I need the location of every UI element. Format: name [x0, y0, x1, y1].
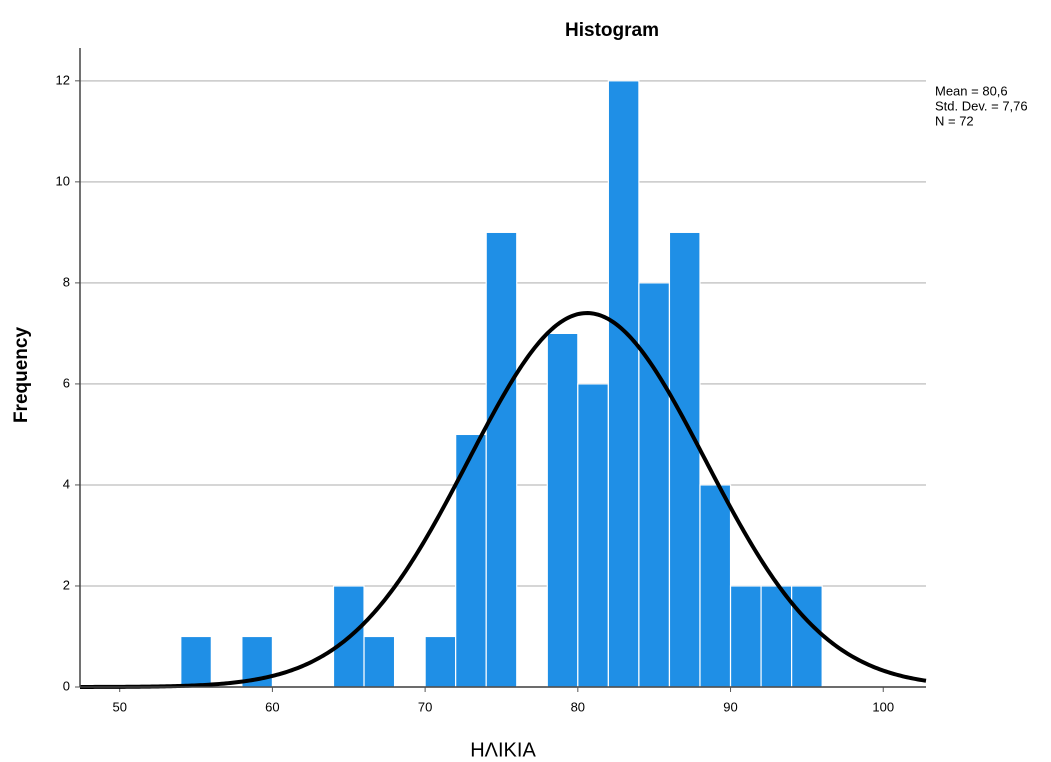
x-tick-label: 50	[112, 699, 126, 714]
bar	[485, 231, 518, 688]
bar	[607, 80, 640, 688]
stats-label: Std. Dev. = 7,76	[935, 98, 1028, 113]
x-tick-label: 100	[872, 699, 894, 714]
bar	[760, 585, 793, 688]
bar	[791, 585, 823, 688]
x-tick-label: 60	[265, 699, 279, 714]
y-tick-label: 0	[63, 678, 70, 693]
y-tick-label: 10	[56, 173, 70, 188]
y-tick-label: 8	[63, 274, 70, 289]
bar	[729, 585, 762, 688]
x-tick-label: 80	[571, 699, 585, 714]
bar	[546, 332, 579, 688]
x-tick-label: 90	[723, 699, 737, 714]
x-axis-label: ΗΛΙΚΙΑ	[470, 739, 536, 761]
y-tick-label: 6	[63, 375, 70, 390]
x-tick-label: 70	[418, 699, 432, 714]
y-tick-label: 2	[63, 577, 70, 592]
bar	[699, 484, 732, 688]
y-axis-label: Frequency	[11, 327, 32, 424]
bar	[668, 231, 701, 688]
chart-title: Histogram	[565, 20, 659, 41]
bar	[638, 282, 671, 688]
y-tick-label: 12	[56, 72, 70, 87]
bar	[180, 635, 212, 688]
stats-label: N = 72	[935, 113, 974, 128]
stats-label: Mean = 80,6	[935, 83, 1008, 98]
y-tick-label: 4	[63, 476, 70, 491]
bar	[424, 635, 457, 688]
bar	[577, 383, 609, 688]
normal-curve	[80, 311, 927, 689]
bar	[363, 635, 396, 688]
